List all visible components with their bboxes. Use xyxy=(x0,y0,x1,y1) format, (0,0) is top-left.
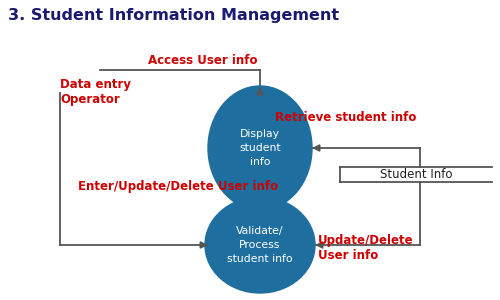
Ellipse shape xyxy=(208,86,312,210)
Text: Access User info: Access User info xyxy=(148,54,258,67)
Text: Student Info: Student Info xyxy=(380,167,452,181)
Text: Retrieve student info: Retrieve student info xyxy=(275,111,416,124)
Text: Data entry
Operator: Data entry Operator xyxy=(60,78,131,106)
Text: Enter/Update/Delete User info: Enter/Update/Delete User info xyxy=(78,180,278,193)
Text: Validate/
Process
student info: Validate/ Process student info xyxy=(227,226,293,264)
Text: Display
student
info: Display student info xyxy=(239,129,281,167)
Text: 3. Student Information Management: 3. Student Information Management xyxy=(8,8,339,23)
Ellipse shape xyxy=(205,197,315,293)
Text: Update/Delete
User info: Update/Delete User info xyxy=(318,234,414,262)
